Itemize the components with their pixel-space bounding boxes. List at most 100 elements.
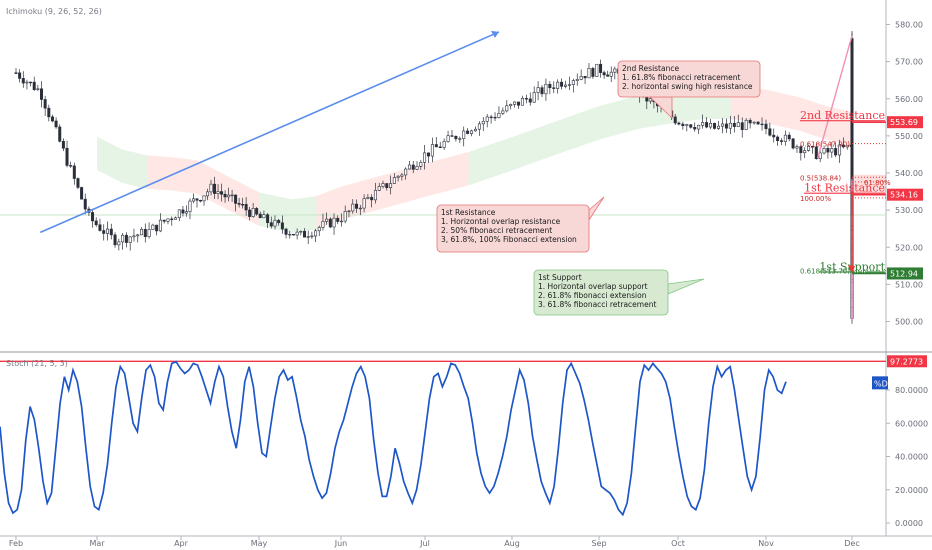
candle-body bbox=[799, 146, 803, 154]
candle-body bbox=[317, 227, 321, 232]
callout-box[interactable] bbox=[533, 269, 669, 316]
candle-body bbox=[306, 236, 310, 238]
candle-body bbox=[606, 74, 610, 77]
candle-body bbox=[328, 218, 332, 228]
candle-body bbox=[43, 99, 47, 109]
candle-body bbox=[25, 81, 29, 84]
candle-body bbox=[415, 166, 419, 170]
candle-body bbox=[258, 213, 262, 219]
candle-body bbox=[501, 110, 505, 114]
candle-body bbox=[366, 197, 370, 199]
candle-body bbox=[76, 178, 80, 188]
stoch-indicator-label[interactable]: Stoch (21, 5, 3) bbox=[6, 359, 68, 368]
callout-box[interactable] bbox=[617, 60, 761, 98]
candle-body bbox=[162, 219, 166, 222]
candle-body bbox=[826, 148, 830, 153]
time-tick-label: Aug bbox=[504, 539, 520, 548]
candle-body bbox=[560, 81, 564, 87]
candle-body bbox=[136, 234, 140, 237]
candle-body bbox=[787, 134, 791, 140]
fib-level-label: 61.80% bbox=[864, 179, 891, 187]
candle-body bbox=[513, 101, 517, 105]
candle-body bbox=[181, 209, 185, 214]
stoch-tick-label: 60.0000 bbox=[895, 419, 928, 428]
time-axis[interactable]: Feb Mar Apr May Jun Jul Aug Sep Oct Nov Dec bbox=[9, 536, 860, 548]
candle-body bbox=[29, 81, 33, 84]
candle-body bbox=[419, 162, 423, 167]
level-price-badge bbox=[887, 267, 923, 280]
candle-body bbox=[740, 122, 744, 130]
candle-body bbox=[564, 84, 568, 87]
time-tick-label: Jun bbox=[334, 539, 348, 548]
candle-body bbox=[244, 204, 248, 211]
candle-body bbox=[174, 217, 178, 220]
candle-body bbox=[701, 122, 705, 126]
stochastic-pane: 80.0000 60.0000 40.0000 20.0000 0.0000 97.277… bbox=[0, 355, 928, 528]
candle-body bbox=[109, 228, 113, 236]
candle-body bbox=[94, 220, 98, 226]
candle-body bbox=[227, 194, 231, 198]
ichimoku-cloud-segment bbox=[766, 89, 801, 131]
price-tick-label: 530.00 bbox=[895, 206, 923, 215]
candle-body bbox=[336, 217, 340, 222]
candle-body bbox=[21, 78, 25, 84]
stoch-tick-label: 40.0000 bbox=[895, 453, 928, 462]
ichimoku-cloud-segment bbox=[172, 157, 197, 194]
candle-body bbox=[91, 212, 95, 222]
candle-body bbox=[155, 224, 159, 232]
candle-body bbox=[332, 217, 336, 228]
projection-arrowhead bbox=[848, 265, 855, 274]
candle-body bbox=[791, 138, 795, 149]
callout-line: 1. 61.8% fibonacci retracement bbox=[622, 73, 740, 82]
candle-body bbox=[552, 87, 556, 89]
candle-body bbox=[609, 71, 613, 77]
candle-body bbox=[783, 134, 787, 142]
price-axis[interactable]: 580.00 570.00 560.00 550.00 540.00 530.00 520.… bbox=[886, 21, 923, 327]
candle-body bbox=[280, 222, 284, 230]
time-tick-label: May bbox=[251, 539, 268, 548]
candle-body bbox=[845, 144, 849, 148]
candle-body bbox=[132, 235, 136, 238]
candle-body bbox=[838, 144, 842, 156]
level-price-value: 512.94 bbox=[890, 269, 918, 278]
candle-body bbox=[470, 130, 474, 134]
candle-body bbox=[681, 123, 685, 127]
ichimoku-cloud-segment bbox=[555, 106, 599, 155]
candle-body bbox=[454, 136, 458, 140]
ichimoku-cloud-segment bbox=[468, 137, 512, 186]
candle-body bbox=[720, 123, 724, 127]
candle-body bbox=[571, 80, 575, 85]
candle-body bbox=[716, 125, 720, 129]
time-tick-label: Nov bbox=[758, 539, 774, 548]
candle-body bbox=[756, 121, 760, 125]
candle-body bbox=[269, 222, 273, 227]
candle-body bbox=[358, 207, 362, 210]
price-tick-label: 580.00 bbox=[895, 21, 923, 30]
fib-level-label: 100.00% bbox=[800, 195, 831, 203]
price-tick-label: 520.00 bbox=[895, 243, 923, 252]
candle-body bbox=[177, 209, 181, 219]
candle-body bbox=[158, 219, 162, 232]
candle-body bbox=[477, 123, 481, 130]
stoch-tick-label: 0.0000 bbox=[895, 519, 923, 528]
candle-body bbox=[347, 210, 351, 213]
time-tick-label: Dec bbox=[844, 539, 859, 548]
candle-body bbox=[106, 228, 110, 234]
ichimoku-indicator-label[interactable]: Ichimoku (9, 26, 52, 26) bbox=[6, 7, 102, 16]
stoch-tick-label: 20.0000 bbox=[895, 486, 928, 495]
callout-box[interactable] bbox=[436, 204, 590, 253]
candle-body bbox=[40, 88, 44, 100]
uptrend-arrowhead bbox=[490, 30, 499, 38]
candle-body bbox=[314, 230, 318, 237]
callout-line: 3, 61.8%, 100% Fibonacci extension bbox=[441, 235, 577, 244]
candle-body bbox=[807, 146, 811, 151]
candle-body bbox=[591, 68, 595, 77]
level-name-label: 1st Resistance bbox=[804, 182, 885, 195]
ichimoku-cloud-segment bbox=[122, 149, 148, 189]
price-tick-label: 550.00 bbox=[895, 132, 923, 141]
candle-body bbox=[209, 183, 213, 193]
candle-body bbox=[241, 204, 245, 206]
candle-body bbox=[689, 124, 693, 128]
